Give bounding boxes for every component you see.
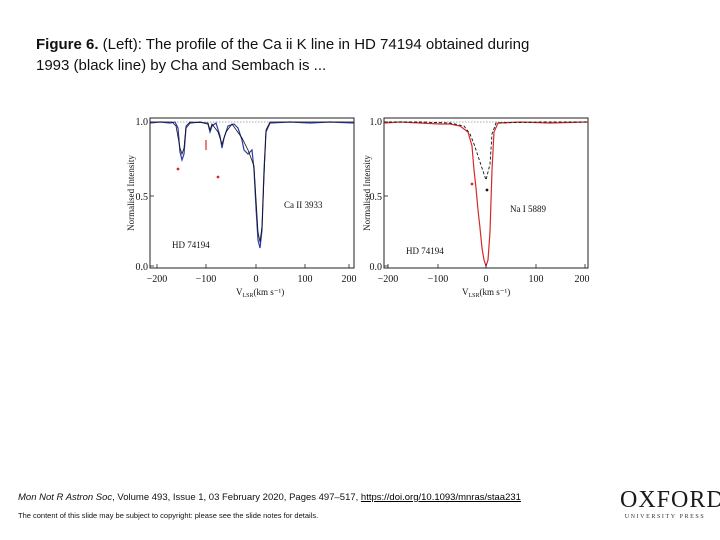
left-plot-frame (149, 117, 355, 269)
left-blue-profile (149, 121, 355, 249)
left-xlabel-sub: LSR (243, 293, 254, 299)
right-xtick-5: 200 (575, 274, 590, 285)
copyright-notice: The content of this slide may be subject… (18, 511, 319, 520)
left-xtick-3: 0 (254, 274, 259, 285)
right-xtick-3: 0 (484, 274, 489, 285)
right-red-marker (470, 182, 474, 186)
left-star-label: HD 74194 (172, 240, 210, 250)
right-xlabel: VLSR(km s⁻¹) (462, 287, 510, 299)
right-star-label: HD 74194 (406, 246, 444, 256)
right-xtick-2: −100 (428, 274, 449, 285)
left-red-markers (176, 140, 220, 179)
left-xlabel: VLSR(km s⁻¹) (236, 287, 284, 299)
left-line-label: Ca II 3933 (284, 200, 323, 210)
right-black-marker (485, 188, 489, 192)
right-black-profile (384, 121, 588, 182)
citation-line: Mon Not R Astron Soc, Volume 493, Issue … (18, 492, 521, 503)
figure-label: Figure 6. (36, 36, 99, 53)
journal-name: Mon Not R Astron Soc (18, 492, 113, 503)
left-xtick-5: 200 (342, 274, 357, 285)
right-ytick-1: 1.0 (370, 117, 383, 128)
left-ytick-2: 0.5 (136, 192, 149, 203)
left-x-axis-ticks (156, 264, 350, 268)
right-ytick-2: 0.5 (370, 192, 383, 203)
left-y-axis-ticks (150, 121, 154, 267)
left-xlabel-units: (km s⁻¹) (254, 287, 285, 297)
right-red-markers (470, 182, 489, 192)
oxford-logo: OXFORD UNIVERSITY PRESS (620, 487, 720, 520)
left-ytick-1: 1.0 (136, 117, 149, 128)
left-red-marker (176, 167, 180, 171)
citation-details: , Volume 493, Issue 1, 03 February 2020,… (112, 492, 361, 503)
left-red-marker (216, 175, 220, 179)
left-xtick-1: −200 (147, 274, 168, 285)
left-ylabel: Normalised Intensity (126, 155, 136, 231)
right-ytick-3: 0.0 (370, 262, 383, 273)
left-xlabel-v: V (236, 287, 243, 297)
right-ylabel: Normalised Intensity (362, 155, 372, 231)
right-panel: 1.0 0.5 0.0 −200 −100 0 100 200 Na I 588… (362, 117, 590, 299)
logo-main-text: OXFORD (620, 487, 720, 513)
right-xtick-1: −200 (378, 274, 399, 285)
doi-link[interactable]: https://doi.org/10.1093/mnras/staa231 (360, 492, 521, 503)
logo-sub-text: UNIVERSITY PRESS (624, 514, 706, 520)
left-xtick-2: −100 (196, 274, 217, 285)
left-black-profile (150, 121, 354, 243)
caption-text: (Left): The profile of the Ca ii K line … (36, 36, 530, 74)
left-panel: 1.0 0.5 0.0 −200 −100 0 100 200 Ca II 39… (126, 117, 357, 299)
right-red-profile (383, 121, 589, 268)
figure-caption: Figure 6. (Left): The profile of the Ca … (36, 34, 536, 76)
right-xlabel-units: (km s⁻¹) (480, 287, 511, 297)
left-xtick-4: 100 (298, 274, 313, 285)
right-xlabel-sub: LSR (469, 293, 480, 299)
left-ytick-3: 0.0 (136, 262, 149, 273)
right-xlabel-v: V (462, 287, 469, 297)
right-y-axis-ticks (384, 121, 388, 267)
right-line-label: Na I 5889 (510, 204, 546, 214)
right-xtick-4: 100 (529, 274, 544, 285)
spectral-profile-figure: 1.0 0.5 0.0 −200 −100 0 100 200 Ca II 39… (126, 117, 590, 299)
right-x-axis-ticks (387, 264, 586, 268)
